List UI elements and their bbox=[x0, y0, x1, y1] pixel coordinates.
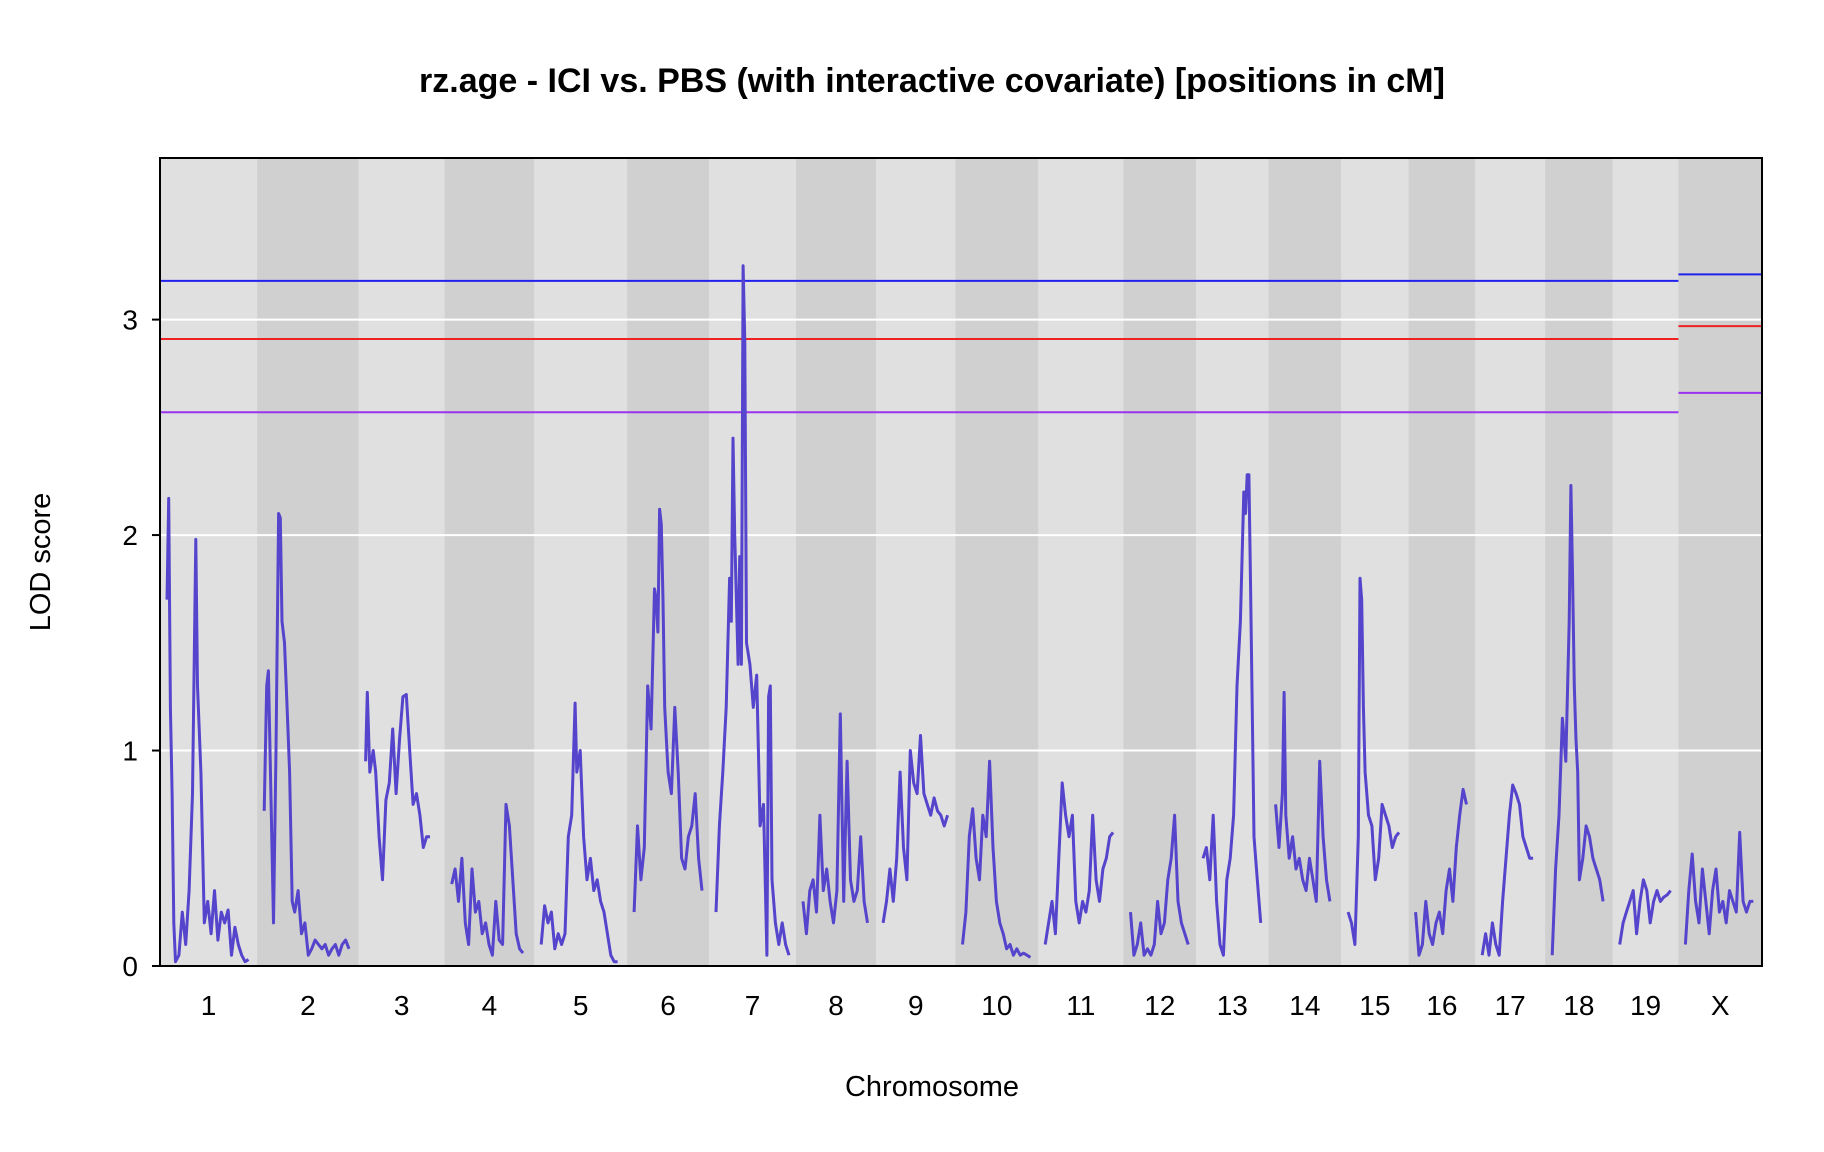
chromosome-band-x bbox=[1678, 158, 1762, 966]
y-tick-label-3: 3 bbox=[122, 305, 138, 336]
lod-line-chr-x bbox=[1683, 830, 1754, 945]
lod-line-chr-16 bbox=[1414, 787, 1468, 957]
x-tick-label-chr-11: 11 bbox=[1066, 990, 1095, 1021]
x-tick-label-chr-10: 10 bbox=[981, 990, 1012, 1021]
chromosome-band-11 bbox=[1038, 158, 1124, 966]
chromosome-band-7 bbox=[708, 158, 796, 966]
x-tick-label-chr-15: 15 bbox=[1359, 990, 1390, 1021]
x-tick-label-chr-17: 17 bbox=[1495, 990, 1526, 1021]
x-tick-label-chr-5: 5 bbox=[573, 990, 589, 1021]
x-tick-label-chr-3: 3 bbox=[394, 990, 410, 1021]
lod-line-chr-8 bbox=[801, 712, 869, 936]
plot-frame bbox=[159, 157, 1763, 967]
y-axis-label: LOD score bbox=[25, 493, 57, 632]
lod-line-chr-12 bbox=[1129, 813, 1190, 957]
chromosome-band-1 bbox=[160, 158, 258, 966]
x-tick-label-chr-9: 9 bbox=[908, 990, 924, 1021]
x-tick-label-chr-7: 7 bbox=[745, 990, 761, 1021]
chromosome-band-4 bbox=[444, 158, 535, 966]
lod-line-chr-14 bbox=[1274, 690, 1332, 903]
x-axis-label: Chromosome bbox=[845, 1071, 1019, 1103]
lod-line-chr-17 bbox=[1480, 783, 1534, 957]
x-tick-label-chr-x: X bbox=[1711, 990, 1730, 1021]
lod-line-chr-6 bbox=[632, 507, 704, 913]
x-tick-label-chr-12: 12 bbox=[1144, 990, 1175, 1021]
lod-line-chr-10 bbox=[961, 759, 1032, 959]
lod-line-chr-11 bbox=[1043, 781, 1115, 945]
x-tick-label-chr-18: 18 bbox=[1563, 990, 1594, 1021]
chromosome-band-9 bbox=[876, 158, 956, 966]
chromosome-band-17 bbox=[1475, 158, 1546, 966]
y-tick-label-1: 1 bbox=[122, 736, 138, 767]
x-tick-label-chr-19: 19 bbox=[1630, 990, 1661, 1021]
x-tick-label-chr-16: 16 bbox=[1426, 990, 1457, 1021]
lod-line-chr-7 bbox=[714, 264, 791, 957]
lod-line-chr-3 bbox=[364, 690, 430, 882]
chromosome-band-12 bbox=[1123, 158, 1197, 966]
lod-line-chr-1 bbox=[165, 496, 250, 964]
lod-line-chr-13 bbox=[1201, 473, 1263, 957]
chart-title: rz.age - ICI vs. PBS (with interactive c… bbox=[419, 62, 1445, 100]
x-tick-label-chr-2: 2 bbox=[300, 990, 316, 1021]
lod-line-chr-4 bbox=[450, 802, 525, 957]
lod-line-chr-9 bbox=[881, 734, 950, 924]
x-tick-label-chr-14: 14 bbox=[1289, 990, 1320, 1021]
x-tick-label-chr-6: 6 bbox=[660, 990, 676, 1021]
x-tick-label-chr-13: 13 bbox=[1217, 990, 1248, 1021]
x-tick-label-chr-4: 4 bbox=[482, 990, 498, 1021]
lod-line-chr-15 bbox=[1346, 576, 1401, 946]
chromosome-band-5 bbox=[534, 158, 628, 966]
chromosome-band-15 bbox=[1341, 158, 1409, 966]
lod-line-chr-2 bbox=[262, 512, 351, 957]
y-tick-label-0: 0 bbox=[122, 951, 138, 982]
x-tick-label-chr-8: 8 bbox=[828, 990, 844, 1021]
chromosome-band-16 bbox=[1408, 158, 1476, 966]
lod-line-chr-5 bbox=[539, 701, 618, 964]
chromosome-band-3 bbox=[358, 158, 445, 966]
y-tick-label-2: 2 bbox=[122, 520, 138, 551]
lod-line-chr-19 bbox=[1618, 878, 1672, 945]
chromosome-band-19 bbox=[1612, 158, 1679, 966]
x-tick-label-chr-1: 1 bbox=[201, 990, 217, 1021]
chromosome-band-8 bbox=[795, 158, 877, 966]
lod-line-chr-18 bbox=[1550, 484, 1605, 956]
chromosome-band-6 bbox=[627, 158, 709, 966]
